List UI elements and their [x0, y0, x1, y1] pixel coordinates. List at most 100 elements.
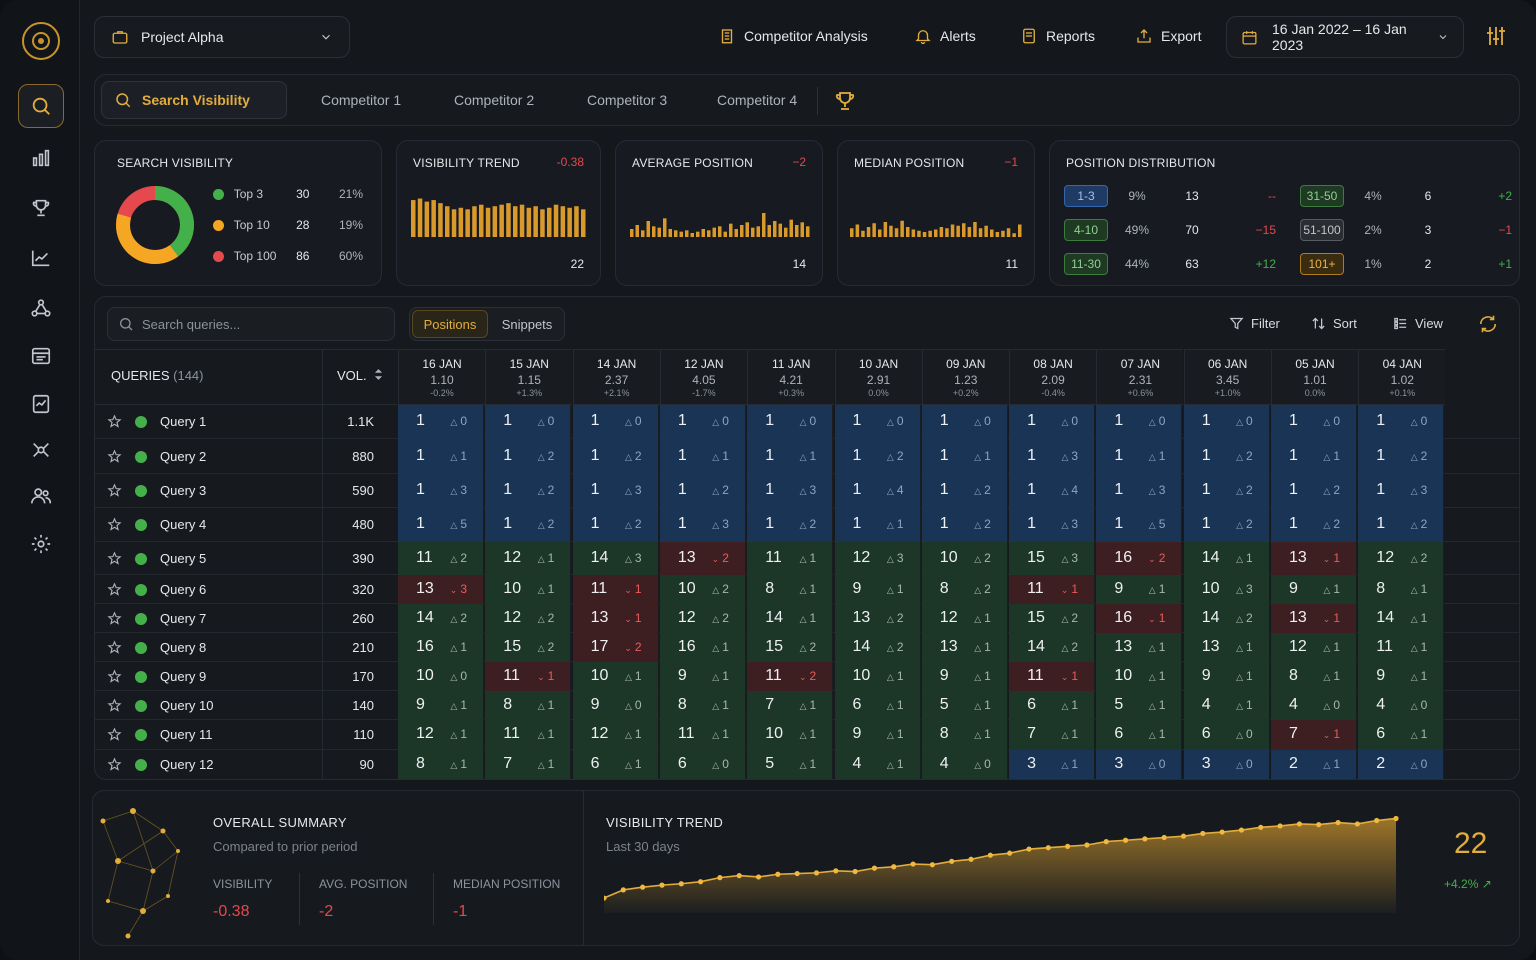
rank-cell[interactable]: 14 △ 2	[1183, 604, 1270, 633]
trend-point[interactable]	[1316, 822, 1322, 828]
rank-cell[interactable]: 9 △ 1	[1096, 575, 1183, 604]
rank-cell[interactable]: 11 ⌄ 1	[485, 662, 572, 691]
rank-cell[interactable]: 1 △ 1	[398, 439, 484, 474]
table-row[interactable]: Query 2 880 1 △ 1 1 △ 2 1 △ 2 1 △ 1 1 △ 1 1 △ 2 1 △ 1 1 △ 3 1 △ 1 1 △ 2…	[95, 439, 1519, 474]
rank-cell[interactable]: 6 △ 0	[1183, 720, 1270, 750]
rank-cell[interactable]: 8 △ 1	[1358, 575, 1445, 604]
trend-point[interactable]	[1354, 821, 1360, 827]
table-row[interactable]: Query 4 480 1 △ 5 1 △ 2 1 △ 2 1 △ 3 1 △ 2 1 △ 1 1 △ 2 1 △ 3 1 △ 5 1 △ 2…	[95, 508, 1519, 542]
rank-cell[interactable]: 1 △ 1	[921, 439, 1008, 474]
rank-cell[interactable]: 1 △ 3	[1096, 474, 1183, 508]
trend-point[interactable]	[910, 861, 916, 867]
rank-cell[interactable]: 12 △ 3	[834, 542, 921, 575]
rank-cell[interactable]: 1 △ 2	[1183, 439, 1270, 474]
trend-point[interactable]	[1238, 827, 1245, 833]
table-row[interactable]: Query 9 170 10 △ 0 11 ⌄ 1 10 △ 1 9 △ 1 11 ⌄ 2 10 △ 1 9 △ 1 11 ⌄ 1…	[95, 662, 1519, 691]
table-row[interactable]: Query 12 90 8 △ 1 7 △ 1 6 △ 1 6 △ 0 5 △ 1 4 △ 1 4 △ 0 3 △ 1 3 △ 0 3 △ 0…	[95, 750, 1519, 779]
trend-point[interactable]	[1026, 846, 1032, 852]
rank-cell[interactable]: 1 △ 0	[1009, 405, 1096, 439]
trend-point[interactable]	[1142, 836, 1148, 842]
rank-cell[interactable]: 7 △ 1	[1009, 720, 1096, 750]
date-column-header[interactable]: 14 JAN 2.37 +2.1%	[572, 349, 660, 405]
rank-cell[interactable]: 9 △ 1	[398, 691, 484, 720]
rank-cell[interactable]: 10 △ 1	[1096, 662, 1183, 691]
trend-point[interactable]	[697, 879, 704, 885]
sliders-icon[interactable]	[1484, 24, 1508, 48]
trend-point[interactable]	[1045, 845, 1051, 851]
rank-cell[interactable]: 10 △ 2	[921, 542, 1008, 575]
rank-cell[interactable]: 1 △ 2	[1183, 508, 1270, 542]
trend-point[interactable]	[620, 887, 626, 893]
rank-cell[interactable]: 1 △ 2	[572, 439, 659, 474]
rank-cell[interactable]: 8 △ 1	[485, 691, 572, 720]
rank-cell[interactable]: 11 △ 1	[659, 720, 746, 750]
trend-point[interactable]	[1122, 837, 1129, 843]
trend-point[interactable]	[1296, 821, 1303, 827]
rank-cell[interactable]: 13 △ 2	[834, 604, 921, 633]
date-column-header[interactable]: 12 JAN 4.05 -1.7%	[659, 349, 747, 405]
rank-cell[interactable]: 1 △ 2	[1358, 439, 1445, 474]
rank-cell[interactable]: 16 △ 1	[659, 633, 746, 662]
date-column-header[interactable]: 11 JAN 4.21 +0.3%	[747, 349, 835, 405]
rank-cell[interactable]: 1 △ 0	[485, 405, 572, 439]
rank-cell[interactable]: 1 △ 3	[1009, 439, 1096, 474]
rank-cell[interactable]: 5 △ 1	[747, 750, 834, 779]
trend-point[interactable]	[1335, 819, 1341, 826]
rank-cell[interactable]: 1 △ 2	[921, 474, 1008, 508]
rank-cell[interactable]: 9 △ 1	[1358, 662, 1445, 691]
star-icon[interactable]	[107, 639, 122, 655]
rank-cell[interactable]: 11 ⌄ 1	[1009, 575, 1096, 604]
segment-snippets[interactable]: Snippets	[501, 316, 553, 332]
rank-cell[interactable]: 1 △ 5	[1096, 508, 1183, 542]
rank-cell[interactable]: 6 △ 1	[1358, 720, 1445, 750]
sidebar-item-search[interactable]	[18, 84, 64, 128]
star-icon[interactable]	[107, 668, 122, 684]
trend-point[interactable]	[755, 874, 762, 880]
rank-cell[interactable]: 10 △ 2	[659, 575, 746, 604]
rank-cell[interactable]: 1 △ 2	[1183, 474, 1270, 508]
date-range-picker[interactable]: 16 Jan 2022 – 16 Jan 2023	[1226, 16, 1464, 58]
rank-cell[interactable]: 2 △ 1	[1271, 750, 1357, 779]
sidebar-item-settings[interactable]	[18, 522, 64, 566]
rank-cell[interactable]: 11 △ 2	[398, 542, 484, 575]
star-icon[interactable]	[107, 414, 122, 429]
rank-cell[interactable]: 1 △ 2	[485, 474, 572, 508]
trend-point[interactable]	[871, 865, 878, 871]
rank-cell[interactable]: 6 △ 1	[572, 750, 659, 779]
rank-cell[interactable]: 6 △ 1	[834, 691, 921, 720]
rank-cell[interactable]: 1 △ 5	[398, 508, 484, 542]
rank-cell[interactable]: 1 △ 0	[1183, 405, 1270, 439]
trend-point[interactable]	[929, 862, 935, 868]
rank-cell[interactable]: 3 △ 0	[1183, 750, 1270, 779]
rank-cell[interactable]: 12 △ 2	[485, 604, 572, 633]
rank-cell[interactable]: 3 △ 0	[1096, 750, 1183, 779]
trend-point[interactable]	[1103, 839, 1109, 845]
rank-cell[interactable]: 8 △ 1	[398, 750, 484, 779]
rank-cell[interactable]: 12 △ 1	[921, 604, 1008, 633]
rank-cell[interactable]: 2 △ 0	[1358, 750, 1445, 779]
rank-cell[interactable]: 15 △ 2	[1009, 604, 1096, 633]
rank-cell[interactable]: 8 △ 2	[921, 575, 1008, 604]
rank-cell[interactable]: 17 ⌄ 2	[572, 633, 659, 662]
rank-cell[interactable]: 1 △ 0	[1096, 405, 1183, 439]
tab-competitor-1[interactable]: Competitor 1	[321, 92, 402, 108]
rank-cell[interactable]: 15 △ 2	[485, 633, 572, 662]
table-row[interactable]: Query 6 320 13 ⌄ 3 10 △ 1 11 ⌄ 1 10 △ 2 8 △ 1 9 △ 1 8 △ 2 11 ⌄ 1 9…	[95, 575, 1519, 604]
star-icon[interactable]	[107, 610, 122, 626]
rank-cell[interactable]: 14 △ 1	[747, 604, 834, 633]
query-search-input[interactable]: Search queries...	[107, 307, 395, 341]
trend-point[interactable]	[717, 875, 723, 881]
rank-cell[interactable]: 5 △ 1	[921, 691, 1008, 720]
rank-cell[interactable]: 5 △ 1	[1096, 691, 1183, 720]
rank-cell[interactable]: 1 △ 4	[1009, 474, 1096, 508]
rank-cell[interactable]: 14 △ 2	[1009, 633, 1096, 662]
star-icon[interactable]	[107, 727, 122, 742]
export-button[interactable]: Export	[1135, 24, 1201, 48]
rank-cell[interactable]: 9 △ 0	[572, 691, 659, 720]
trend-point[interactable]	[987, 852, 993, 858]
rank-cell[interactable]: 1 △ 4	[834, 474, 921, 508]
rank-cell[interactable]: 9 △ 1	[1183, 662, 1270, 691]
tab-competitor-3[interactable]: Competitor 3	[587, 92, 668, 108]
rank-cell[interactable]: 7 ⌄ 1	[1271, 720, 1357, 750]
date-column-header[interactable]: 08 JAN 2.09 -0.4%	[1009, 349, 1097, 405]
